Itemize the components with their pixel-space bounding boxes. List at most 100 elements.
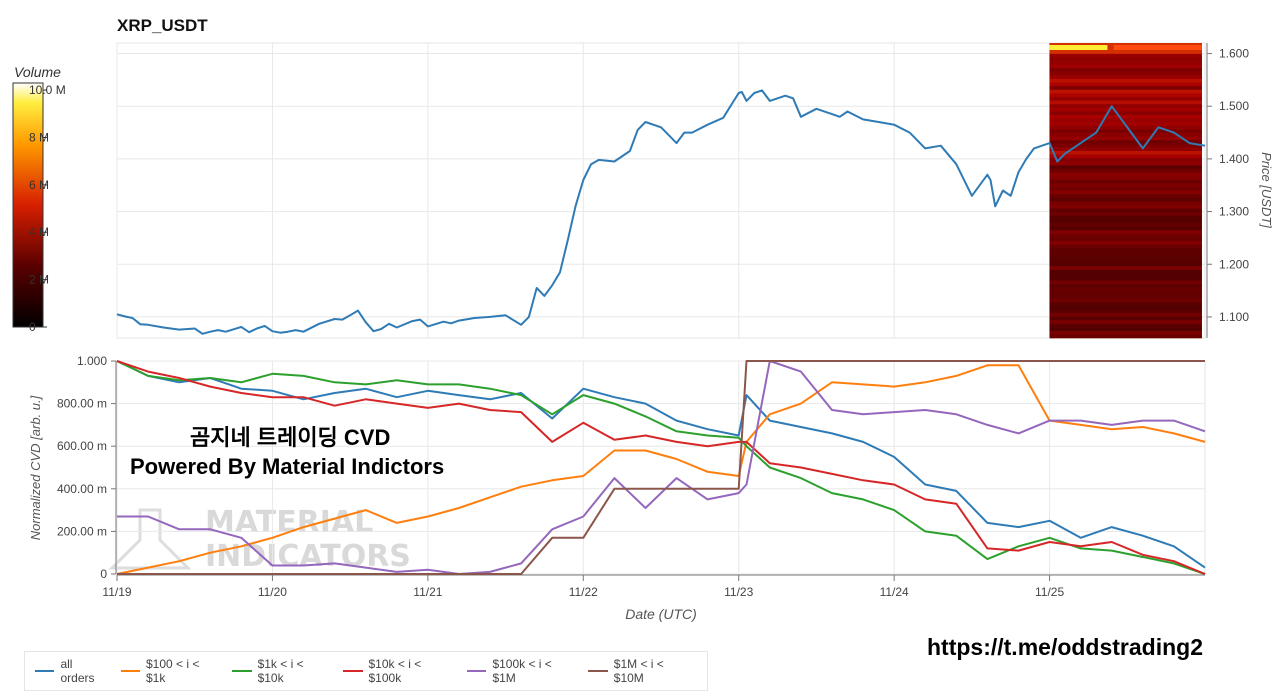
legend-item[interactable]: $1k < i < $10k (232, 657, 331, 685)
legend-item[interactable]: $1M < i < $10M (588, 657, 695, 685)
telegram-link[interactable]: https://t.me/oddstrading2 (927, 634, 1203, 660)
heatmap-row (1049, 165, 1202, 170)
heatmap-row (1049, 64, 1202, 69)
heatmap-row (1049, 313, 1202, 317)
heatmap-row (1049, 147, 1202, 152)
colorbar-tick-label: 0 (29, 320, 36, 334)
heatmap-row (1049, 169, 1202, 173)
cvd-y-axis-label: Normalized CVD [arb. u.] (28, 395, 43, 540)
heatmap-row (1049, 194, 1202, 198)
watermark-line1: MATERIAL (205, 505, 373, 540)
heatmap-row (1049, 208, 1202, 213)
heatmap-row (1049, 262, 1202, 267)
price-line (116, 89, 1206, 335)
colorbar-tick-label: 4 M (29, 225, 49, 239)
heatmap-row (1049, 237, 1202, 242)
heatmap-row (1049, 251, 1202, 256)
cvd-ytick-label: 800.00 m (57, 397, 107, 411)
price-axis-label: Price [USDT] (1259, 152, 1274, 228)
flask-icon (108, 508, 192, 570)
heatmap-row (1049, 316, 1202, 321)
cvd-series-line (117, 360, 1206, 575)
volume-heatmap (1049, 43, 1202, 339)
heatmap-row (1049, 75, 1202, 80)
legend-label: $1M < i < $10M (613, 657, 664, 685)
cvd-xtick-label: 11/23 (724, 585, 753, 599)
legend: all orders $100 < i < $1k $1k < i < $10k $1… (24, 651, 708, 691)
heatmap-peak-row (1049, 45, 1108, 50)
heatmap-row (1049, 287, 1202, 292)
legend-swatch (466, 670, 487, 672)
heatmap-row (1049, 248, 1202, 252)
legend-label: $100k < i < $1M (492, 657, 552, 685)
legend-item[interactable]: all orders (35, 657, 109, 685)
heatmap-row (1049, 334, 1202, 339)
heatmap-row (1049, 53, 1202, 58)
heatmap-row (1049, 57, 1202, 62)
heatmap-row (1049, 212, 1202, 216)
heatmap-row (1049, 205, 1202, 209)
cvd-xtick-label: 11/24 (880, 585, 909, 599)
cvd-series-line (116, 360, 1206, 575)
legend-swatch (232, 670, 252, 672)
cvd-xtick-label: 11/22 (569, 585, 598, 599)
cvd-ytick-label: 600.00 m (57, 439, 107, 453)
heatmap-row (1049, 143, 1202, 148)
heatmap-row (1049, 295, 1202, 299)
heatmap-row (1049, 219, 1202, 224)
colorbar-tick-label: 8 M (29, 130, 49, 144)
heatmap-row (1049, 133, 1202, 137)
heatmap-row (1049, 197, 1202, 202)
price-plot: 1.600 1.500 1.400 1.300 1.200 1.100 Price [USD… (116, 42, 1274, 339)
heatmap-row (1049, 244, 1202, 249)
legend-item[interactable]: $100 < i < $1k (120, 657, 221, 685)
legend-item[interactable]: $100k < i < $1M (466, 657, 576, 685)
heatmap-row (1049, 129, 1202, 134)
heatmap-row (1049, 284, 1202, 288)
price-ytick-label: 1.300 (1219, 205, 1249, 219)
legend-swatch (588, 670, 608, 672)
cvd-x-axis-label: Date (UTC) (625, 606, 697, 622)
cvd-xtick-label: 11/20 (258, 585, 287, 599)
heatmap-row (1049, 305, 1202, 310)
heatmap-row (1049, 107, 1202, 112)
heatmap-row (1049, 298, 1202, 303)
heatmap-row (1049, 125, 1202, 130)
legend-swatch (343, 670, 363, 672)
heatmap-row (1049, 158, 1202, 162)
heatmap-row (1049, 187, 1202, 191)
heatmap-row (1049, 323, 1202, 328)
heatmap-row (1049, 97, 1202, 101)
colorbar-label: Volume (14, 64, 61, 80)
cvd-plot: 1.000 800.00 m 600.00 m 400.00 m 200.00 m 0 11… (28, 354, 1206, 622)
cvd-ytick-label: 1.000 (77, 354, 107, 368)
cvd-xtick-label: 11/21 (413, 585, 442, 599)
heatmap-row (1049, 154, 1202, 159)
heatmap-row (1049, 179, 1202, 184)
heatmap-row (1049, 241, 1202, 245)
heatmap-row (1049, 172, 1202, 177)
heatmap-row (1049, 266, 1202, 270)
heatmap-row (1049, 309, 1202, 314)
heatmap-row (1049, 327, 1202, 332)
price-ytick-label: 1.400 (1219, 152, 1249, 166)
heatmap-row (1049, 136, 1202, 141)
price-plot-frame (116, 42, 1206, 339)
legend-label: $10k < i < $100k (368, 657, 422, 685)
heatmap-row (1049, 226, 1202, 231)
price-ytick-label: 1.100 (1219, 310, 1249, 324)
heatmap-row (1049, 233, 1202, 238)
cvd-series-line (116, 364, 1206, 575)
heatmap-row (1049, 140, 1202, 144)
heatmap-row (1049, 86, 1202, 90)
heatmap-row (1049, 61, 1202, 65)
price-ytick-label: 1.600 (1219, 47, 1249, 61)
legend-item[interactable]: $10k < i < $100k (343, 657, 455, 685)
heatmap-row (1049, 71, 1202, 76)
heatmap-row (1049, 230, 1202, 234)
heatmap-row (1049, 215, 1202, 220)
overlay-subtitle: Powered By Material Indictors (130, 454, 445, 479)
heatmap-row (1049, 190, 1202, 195)
cvd-series-line (116, 360, 1206, 569)
